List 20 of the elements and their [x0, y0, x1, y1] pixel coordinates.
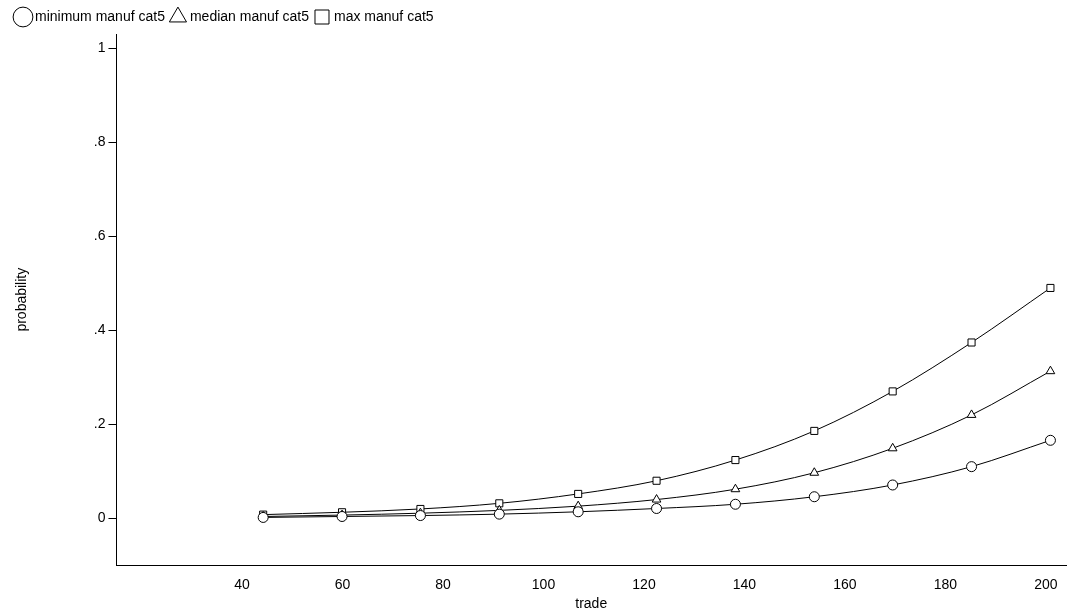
x-tick-label: 200: [1034, 575, 1058, 592]
y-tick-label: .4: [93, 321, 106, 338]
legend-label: max manuf cat5: [334, 7, 434, 24]
y-tick-label: .2: [93, 415, 106, 432]
y-tick-label: .8: [93, 133, 106, 150]
x-tick-label: 140: [732, 575, 757, 592]
x-tick-label: 180: [933, 575, 958, 592]
y-tick-label: 1: [97, 38, 106, 55]
y-tick-label: 0: [97, 509, 106, 526]
y-axis-title: probability: [13, 267, 30, 332]
legend-label: minimum manuf cat5: [35, 7, 166, 24]
y-tick-label: .6: [93, 227, 106, 244]
x-tick-label: 60: [334, 575, 351, 592]
x-tick-label: 120: [632, 575, 656, 592]
x-tick-label: 40: [234, 575, 251, 592]
legend-label: median manuf cat5: [189, 7, 310, 24]
x-tick-label: 100: [531, 575, 556, 592]
x-tick-label: 160: [833, 575, 857, 592]
x-axis-title: trade: [575, 595, 608, 612]
x-tick-label: 80: [435, 575, 452, 592]
